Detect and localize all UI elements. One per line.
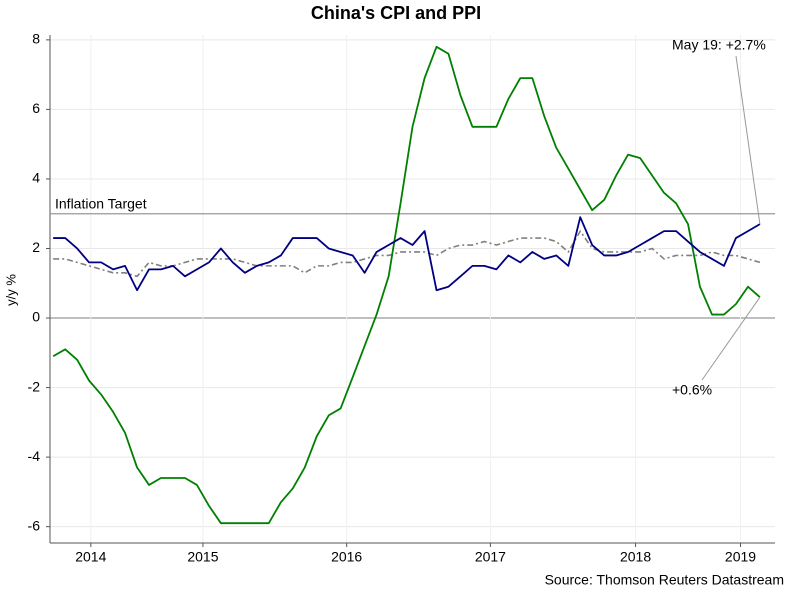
- y-tick-label: 4: [32, 170, 40, 186]
- source-note: Source: Thomson Reuters Datastream: [545, 572, 784, 588]
- y-tick-label: -6: [28, 517, 41, 533]
- chart-title: China's CPI and PPI: [311, 3, 481, 23]
- leader-line: [735, 55, 761, 225]
- x-tick-label: 2015: [187, 549, 218, 565]
- x-tick-label: 2018: [620, 549, 651, 565]
- x-tick-label: 2017: [475, 549, 506, 565]
- y-tick-label: 6: [32, 100, 40, 116]
- y-tick-label: 8: [32, 31, 40, 47]
- y-axis-label: y/y %: [3, 274, 18, 306]
- y-tick-label: -4: [28, 448, 41, 464]
- x-tick-label: 2014: [75, 549, 106, 565]
- y-tick-label: 2: [32, 239, 40, 255]
- series-line: [52, 45, 761, 525]
- annotation: May 19: +2.7%: [672, 37, 766, 53]
- annotation: +0.6%: [672, 382, 712, 398]
- y-tick-label: -2: [28, 378, 41, 394]
- reference-label: Inflation Target: [55, 195, 147, 211]
- leader-line: [701, 296, 761, 381]
- x-tick-label: 2016: [331, 549, 362, 565]
- y-tick-label: 0: [32, 309, 40, 325]
- series-line: [53, 216, 761, 292]
- x-tick-label: 2019: [725, 549, 756, 565]
